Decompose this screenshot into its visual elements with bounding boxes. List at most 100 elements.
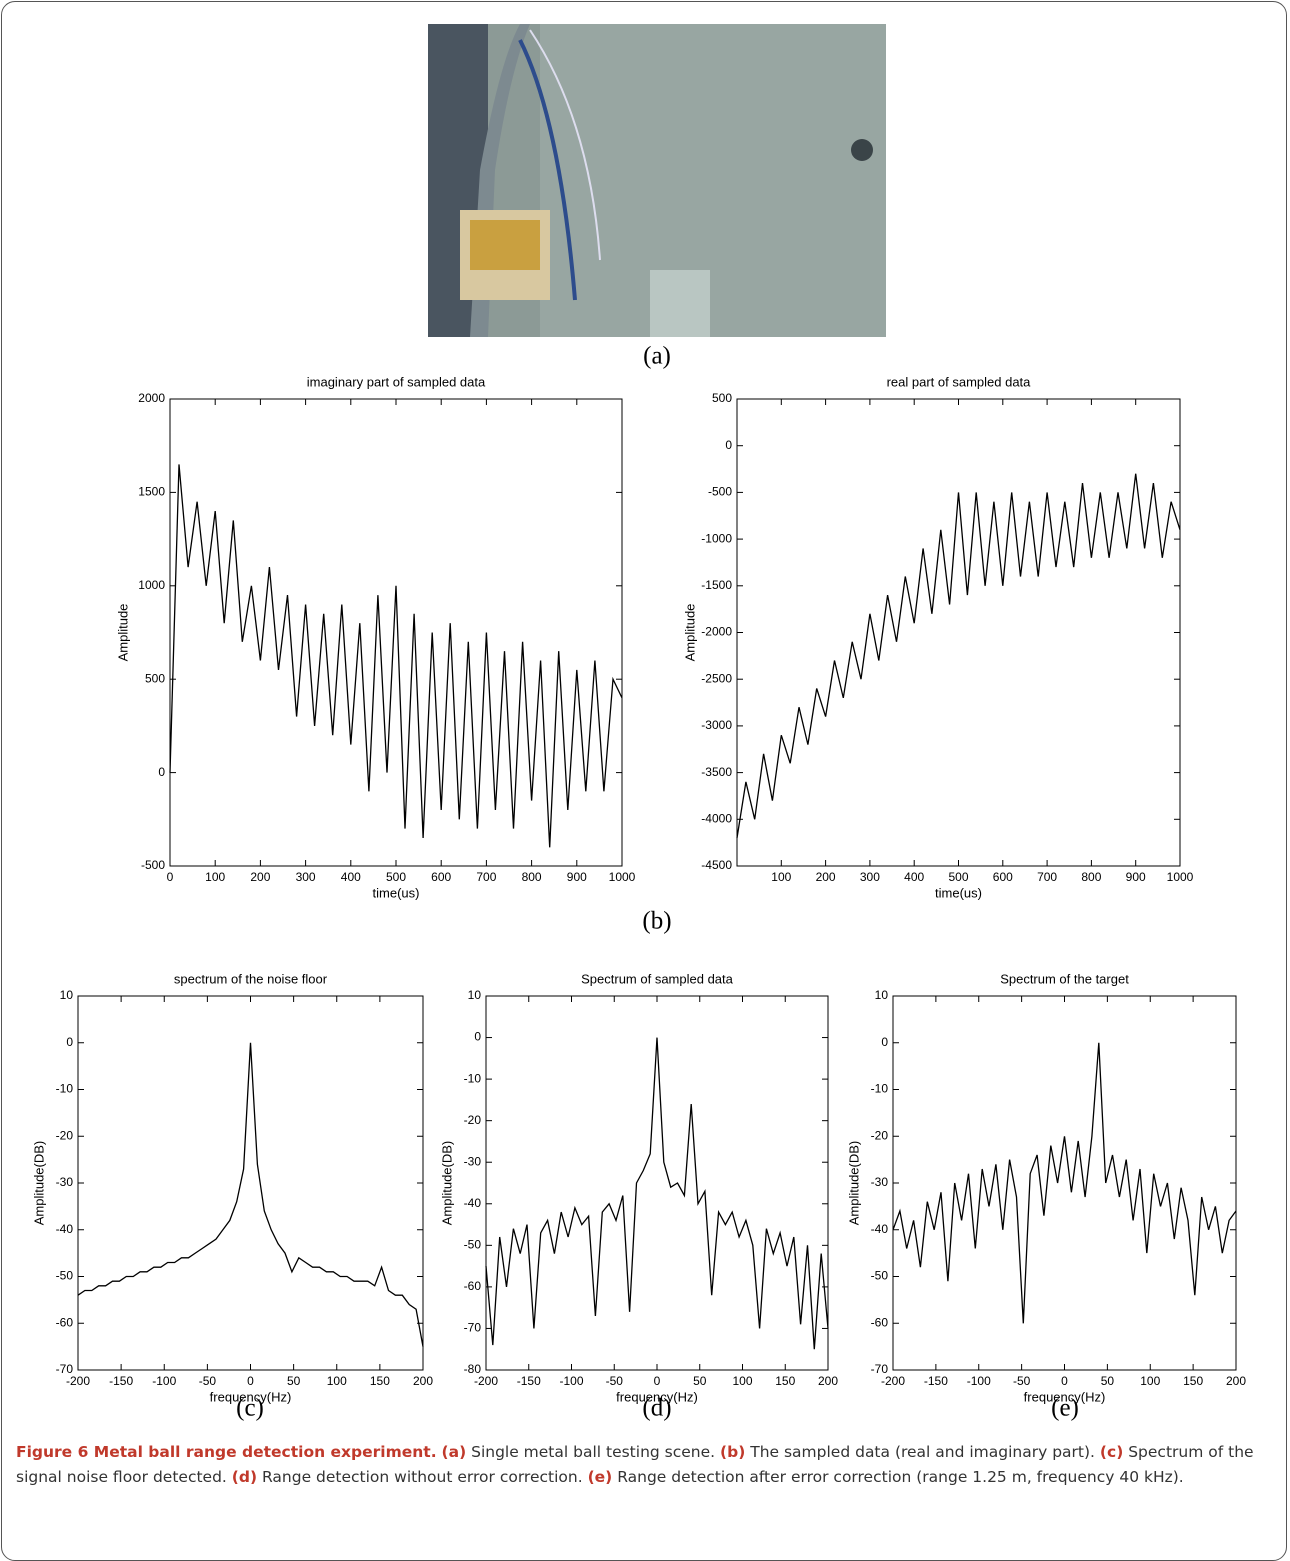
caption-text: The sampled data (real and imaginary par… (745, 1443, 1095, 1461)
y-tick-label: 0 (66, 1035, 73, 1049)
x-tick-label: 900 (567, 870, 587, 884)
x-tick-label: 200 (818, 1374, 838, 1388)
y-tick-label: -30 (871, 1175, 889, 1189)
caption-tag: (b) (720, 1443, 746, 1461)
panel-label: (c) (236, 1395, 264, 1422)
y-tick-label: -30 (56, 1175, 74, 1189)
x-tick-label: 700 (1037, 870, 1057, 884)
y-tick-label: -60 (871, 1315, 889, 1329)
x-tick-label: 1000 (1167, 870, 1194, 884)
x-tick-label: 500 (948, 870, 968, 884)
caption-text: Range detection without error correction… (257, 1467, 583, 1486)
x-tick-label: 150 (775, 1374, 795, 1388)
data-line (169, 464, 623, 848)
y-tick-label: -2000 (701, 625, 732, 639)
caption-text: Spectrum of the signal noise floor detec… (16, 1443, 1254, 1486)
y-tick-label: -3000 (701, 718, 732, 732)
y-tick-label: -10 (871, 1082, 889, 1096)
y-tick-label: 0 (881, 1035, 888, 1049)
x-tick-label: 150 (370, 1374, 390, 1388)
y-tick-label: 10 (468, 988, 482, 1002)
x-tick-label: -50 (1013, 1374, 1031, 1388)
x-tick-label: -100 (559, 1374, 583, 1388)
x-tick-label: -50 (199, 1374, 217, 1388)
y-tick-label: 500 (712, 391, 732, 405)
plot-area (485, 995, 829, 1371)
y-tick-label: -60 (464, 1279, 482, 1293)
y-tick-label: 2000 (138, 391, 165, 405)
x-axis-label: frequency(Hz) (616, 1389, 698, 1404)
y-tick-label: -50 (871, 1269, 889, 1283)
data-line (77, 1042, 424, 1347)
x-tick-label: 300 (296, 870, 316, 884)
y-tick-label: 500 (145, 671, 165, 685)
y-axis-label: Amplitude(DB) (439, 1141, 454, 1226)
x-tick-label: -50 (606, 1374, 624, 1388)
x-tick-label: 800 (522, 870, 542, 884)
y-tick-label: -50 (464, 1238, 482, 1252)
x-tick-label: 50 (1101, 1374, 1115, 1388)
data-line (485, 1037, 829, 1350)
x-tick-label: -150 (924, 1374, 948, 1388)
y-tick-label: -40 (464, 1196, 482, 1210)
plot-area (169, 398, 623, 867)
x-axis-label: frequency(Hz) (1024, 1389, 1106, 1404)
y-tick-label: -2500 (701, 671, 732, 685)
x-tick-label: -100 (152, 1374, 176, 1388)
panel-label: (b) (642, 908, 671, 935)
y-tick-label: -70 (464, 1321, 482, 1335)
y-axis-label: Amplitude(DB) (846, 1141, 861, 1226)
x-tick-label: -100 (967, 1374, 991, 1388)
x-tick-label: -200 (474, 1374, 498, 1388)
x-tick-label: -150 (517, 1374, 541, 1388)
panel-label: (a) (643, 343, 671, 370)
x-tick-label: 50 (287, 1374, 301, 1388)
y-tick-label: 0 (474, 1030, 481, 1044)
y-tick-label: 1500 (138, 485, 165, 499)
y-tick-label: -1500 (701, 578, 732, 592)
caption-tag: (d) (231, 1467, 258, 1486)
y-tick-label: -20 (464, 1113, 482, 1127)
x-tick-label: -200 (881, 1374, 905, 1388)
x-tick-label: 200 (1226, 1374, 1246, 1388)
y-tick-label: 0 (158, 765, 165, 779)
chart-title: spectrum of the noise floor (174, 971, 328, 986)
y-axis-label: Amplitude(DB) (31, 1141, 46, 1226)
y-tick-label: -20 (871, 1128, 889, 1142)
y-tick-label: 0 (725, 438, 732, 452)
x-tick-label: 150 (1183, 1374, 1203, 1388)
y-tick-label: 10 (60, 988, 74, 1002)
y-axis-label: Amplitude (682, 604, 697, 662)
data-line (736, 473, 1181, 839)
x-tick-label: 0 (247, 1374, 254, 1388)
x-tick-label: 800 (1081, 870, 1101, 884)
x-tick-label: 600 (993, 870, 1013, 884)
x-tick-label: 100 (205, 870, 225, 884)
chart-title: real part of sampled data (887, 374, 1032, 389)
x-tick-label: 1000 (609, 870, 636, 884)
y-tick-label: -20 (56, 1128, 74, 1142)
x-axis-label: time(us) (935, 885, 982, 900)
x-tick-label: 0 (1061, 1374, 1068, 1388)
x-tick-label: 300 (860, 870, 880, 884)
x-tick-label: 0 (654, 1374, 661, 1388)
chart-title: Spectrum of sampled data (581, 971, 734, 986)
data-line (892, 1042, 1237, 1324)
y-tick-label: 10 (875, 988, 889, 1002)
y-tick-label: -70 (56, 1362, 74, 1376)
y-axis-label: Amplitude (115, 604, 130, 662)
x-tick-label: 200 (250, 870, 270, 884)
x-tick-label: 200 (413, 1374, 433, 1388)
plot-area (892, 995, 1237, 1371)
x-tick-label: 100 (771, 870, 791, 884)
caption: Figure 6 Metal ball range detection expe… (16, 1440, 1278, 1489)
x-tick-label: 400 (341, 870, 361, 884)
caption-text: Single metal ball testing scene. (466, 1443, 716, 1461)
caption-tag: (e) (587, 1467, 613, 1486)
y-tick-label: -4000 (701, 811, 732, 825)
y-tick-label: -50 (56, 1269, 74, 1283)
y-tick-label: -70 (871, 1362, 889, 1376)
x-axis-label: time(us) (373, 885, 420, 900)
x-tick-label: 100 (1140, 1374, 1160, 1388)
